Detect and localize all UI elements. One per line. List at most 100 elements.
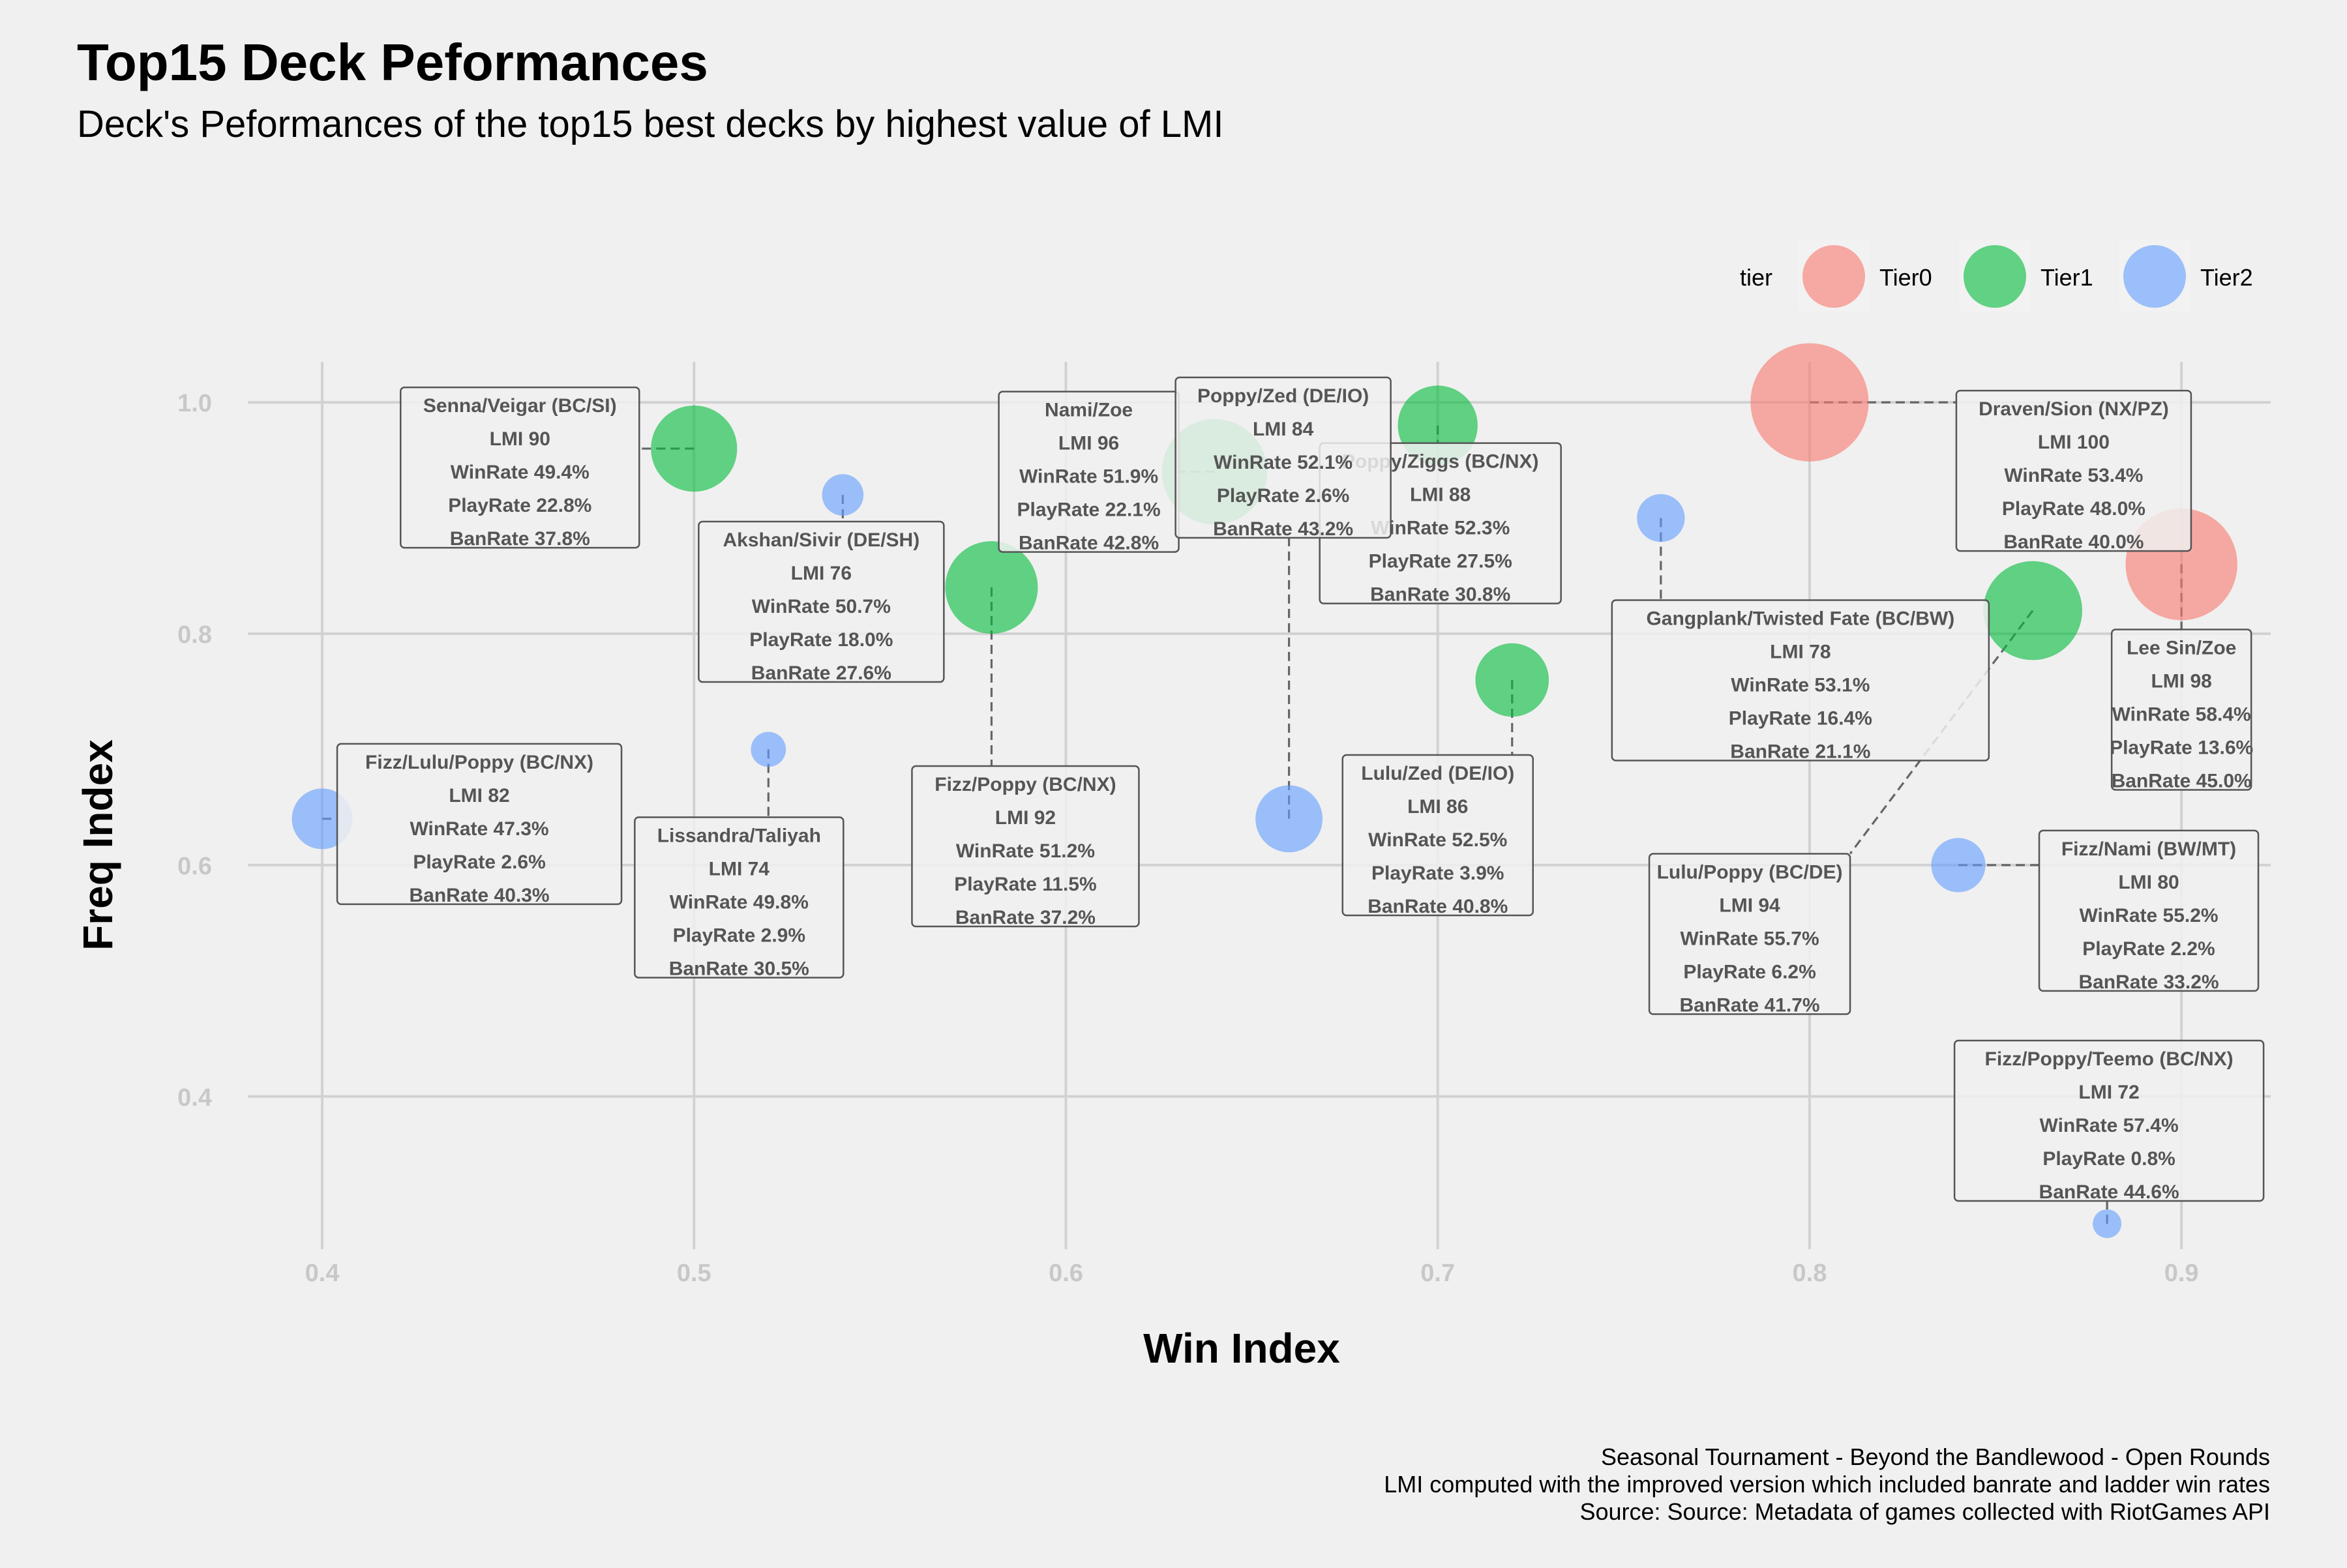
lulu-zed-de-io-point: [1475, 643, 1549, 717]
akshan-sivir-de-sh-label-line: BanRate 27.6%: [751, 662, 891, 684]
lissandra-taliyah-label-line: WinRate 49.8%: [670, 891, 809, 913]
x-tick-label: 0.7: [1420, 1260, 1455, 1287]
fizz-nami-bw-mt-label: Fizz/Nami (BW/MT) LMI 80 WinRate 55.2% Play…: [2038, 829, 2260, 993]
legend-label-tier0: Tier0: [1879, 264, 1932, 291]
fizz-nami-bw-mt-label-line: WinRate 55.2%: [2079, 905, 2218, 926]
y-axis-label: Freq Index: [74, 739, 121, 951]
lulu-zed-de-io-label-line: Lulu/Zed (DE/IO): [1361, 763, 1514, 784]
fizz-lulu-poppy-bc-nx-label-box: [336, 743, 623, 906]
fizz-nami-bw-mt-label-line: LMI 80: [2118, 872, 2179, 893]
fizz-poppy-teemo-bc-nx-label-line: LMI 72: [2078, 1082, 2139, 1103]
gangplank-twisted-fate-bc-bw-label-line: Gangplank/Twisted Fate (BC/BW): [1646, 608, 1954, 630]
gangplank-twisted-fate-bc-bw-label: Gangplank/Twisted Fate (BC/BW) LMI 78 WinR…: [1611, 599, 1990, 763]
x-tick-label: 0.6: [1049, 1260, 1083, 1287]
lulu-zed-de-io-label: Lulu/Zed (DE/IO) LMI 86 WinRate 52.5% PlayR…: [1341, 754, 1534, 917]
poppy-zed-de-io-label-line: LMI 84: [1253, 419, 1314, 440]
axes: Win Index Freq Index 0.4 0.5 0.6 0.7 0.8 0.9 0…: [74, 390, 2199, 1372]
lulu-poppy-bc-de-label-line: WinRate 55.7%: [1680, 928, 1819, 950]
nami-zoe-label: Nami/Zoe LMI 96 WinRate 51.9% PlayRate 22.1…: [998, 391, 1180, 554]
gangplank-twisted-fate-bc-bw-label-line: LMI 78: [1770, 642, 1831, 663]
fizz-poppy-bc-nx-label-line: BanRate 37.2%: [955, 907, 1096, 928]
draven-sion-nx-pz-label-box: [1955, 389, 2192, 552]
draven-sion-nx-pz-label-line: LMI 100: [2038, 432, 2110, 453]
senna-veigar-bc-si-label-box: [400, 386, 640, 549]
gangplank-twisted-fate-bc-bw-label-line: BanRate 21.1%: [1730, 741, 1870, 763]
fizz-poppy-teemo-bc-nx-label: Fizz/Poppy/Teemo (BC/NX) LMI 72 WinRate 57…: [1953, 1039, 2265, 1203]
fizz-lulu-poppy-bc-nx-label-line: Fizz/Lulu/Poppy (BC/NX): [365, 752, 593, 773]
nami-zoe-label-line: PlayRate 22.1%: [1017, 499, 1161, 521]
lulu-poppy-bc-de-label-line: PlayRate 6.2%: [1683, 962, 1816, 983]
lee-sin-zoe-label-box: [2110, 629, 2252, 791]
senna-veigar-bc-si-label-line: Senna/Veigar (BC/SI): [423, 395, 617, 417]
poppy-ziggs-bc-nx-label-line: WinRate 52.3%: [1371, 518, 1510, 539]
caption-line: Seasonal Tournament - Beyond the Bandlew…: [1601, 1443, 2270, 1470]
lulu-poppy-bc-de-label-box: [1648, 853, 1851, 1015]
poppy-zed-de-io-label-box: [1174, 376, 1392, 539]
fizz-lulu-poppy-bc-nx-label: Fizz/Lulu/Poppy (BC/NX) LMI 82 WinRate 47.…: [336, 743, 623, 906]
fizz-poppy-teemo-bc-nx-label-box: [1953, 1039, 2265, 1202]
lissandra-taliyah-label-box: [634, 816, 845, 979]
fizz-lulu-poppy-bc-nx-label-line: BanRate 40.3%: [409, 885, 549, 906]
lee-sin-zoe-label: Lee Sin/Zoe LMI 98 WinRate 58.4% PlayRate 1…: [2110, 629, 2253, 792]
draven-sion-nx-pz-label-line: PlayRate 48.0%: [2002, 498, 2145, 520]
lissandra-taliyah-label-line: PlayRate 2.9%: [673, 925, 805, 946]
lee-sin-zoe-label-line: PlayRate 13.6%: [2110, 737, 2253, 759]
draven-sion-nx-pz-point: [1750, 343, 1869, 462]
senna-veigar-bc-si-label-line: BanRate 37.8%: [450, 528, 590, 550]
fizz-lulu-poppy-bc-nx-label-line: WinRate 47.3%: [410, 818, 548, 840]
lulu-poppy-bc-de-label: Lulu/Poppy (BC/DE) LMI 94 WinRate 55.7% Pla…: [1648, 853, 1851, 1016]
y-tick-label: 0.6: [177, 853, 212, 880]
poppy-zed-de-io-label: Poppy/Zed (DE/IO) LMI 84 WinRate 52.1% Play…: [1174, 376, 1392, 540]
fizz-nami-bw-mt-label-box: [2038, 829, 2260, 992]
lee-sin-zoe-label-line: LMI 98: [2151, 671, 2211, 692]
draven-sion-nx-pz-label-line: WinRate 53.4%: [2004, 465, 2143, 486]
fizz-poppy-bc-nx-label-line: WinRate 51.2%: [956, 840, 1095, 862]
lissandra-taliyah-label-line: Lissandra/Taliyah: [657, 825, 821, 846]
lulu-poppy-bc-de-label-line: BanRate 41.7%: [1680, 995, 1820, 1016]
caption-line: LMI computed with the improved version w…: [1384, 1471, 2270, 1498]
legend-title: tier: [1740, 264, 1772, 291]
lee-sin-zoe-label-line: Lee Sin/Zoe: [2127, 638, 2236, 659]
poppy-ziggs-bc-nx-label-line: PlayRate 27.5%: [1369, 551, 1512, 572]
draven-sion-nx-pz-label: Draven/Sion (NX/PZ) LMI 100 WinRate 53.4% P…: [1955, 389, 2192, 553]
nami-zoe-label-line: LMI 96: [1058, 433, 1119, 454]
lulu-zed-de-io-label-line: BanRate 40.8%: [1368, 896, 1508, 917]
fizz-poppy-bc-nx-label-line: LMI 92: [995, 807, 1056, 829]
x-tick-label: 0.4: [305, 1260, 340, 1287]
lulu-zed-de-io-label-box: [1341, 754, 1534, 917]
fizz-poppy-bc-nx-point: [945, 541, 1038, 634]
legend-key-tier2: [2123, 245, 2186, 308]
poppy-zed-de-io-label-line: PlayRate 2.6%: [1217, 485, 1349, 507]
draven-sion-nx-pz-label-line: Draven/Sion (NX/PZ): [1979, 398, 2169, 420]
fizz-nami-bw-mt-label-line: BanRate 33.2%: [2078, 971, 2219, 993]
legend-key-tier0: [1802, 245, 1865, 308]
fizz-nami-bw-mt-point: [1931, 838, 1986, 893]
legend-key-tier1: [1964, 245, 2026, 308]
fizz-nami-bw-mt-label-line: PlayRate 2.2%: [2082, 938, 2215, 960]
lissandra-taliyah-label: Lissandra/Taliyah LMI 74 WinRate 49.8% Play…: [634, 816, 845, 979]
fizz-poppy-teemo-bc-nx-point: [2093, 1209, 2122, 1238]
senna-veigar-bc-si-label-line: PlayRate 22.8%: [448, 495, 591, 516]
gangplank-twisted-fate-bc-bw-point: [1637, 494, 1685, 542]
nami-zoe-label-line: WinRate 51.9%: [1019, 466, 1158, 488]
gangplank-twisted-fate-bc-bw-label-box: [1611, 599, 1990, 762]
gangplank-twisted-fate-bc-bw-label-line: WinRate 53.1%: [1731, 675, 1870, 696]
nami-zoe-label-line: Nami/Zoe: [1045, 400, 1133, 421]
fizz-poppy-teemo-bc-nx-label-line: Fizz/Poppy/Teemo (BC/NX): [1985, 1048, 2234, 1070]
legend-label-tier1: Tier1: [2041, 264, 2093, 291]
akshan-sivir-de-sh-label-line: Akshan/Sivir (DE/SH): [723, 529, 919, 551]
fizz-nami-bw-mt-label-line: Fizz/Nami (BW/MT): [2061, 838, 2236, 860]
poppy-zed-de-io-point: [1255, 785, 1323, 853]
chart-title: Top15 Deck Peformances: [77, 33, 708, 91]
lee-sin-zoe-label-line: BanRate 45.0%: [2112, 771, 2252, 792]
fizz-poppy-bc-nx-label: Fizz/Poppy (BC/NX) LMI 92 WinRate 51.2% Pla…: [911, 765, 1140, 928]
poppy-ziggs-bc-nx-label-line: LMI 88: [1410, 484, 1471, 506]
lissandra-taliyah-label-line: BanRate 30.5%: [669, 958, 809, 979]
akshan-sivir-de-sh-label-line: WinRate 50.7%: [752, 596, 891, 617]
fizz-poppy-bc-nx-label-box: [911, 765, 1140, 928]
senna-veigar-bc-si-label-line: WinRate 49.4%: [451, 462, 590, 483]
x-tick-label: 0.5: [677, 1260, 711, 1287]
fizz-lulu-poppy-bc-nx-label-line: PlayRate 2.6%: [413, 851, 545, 873]
